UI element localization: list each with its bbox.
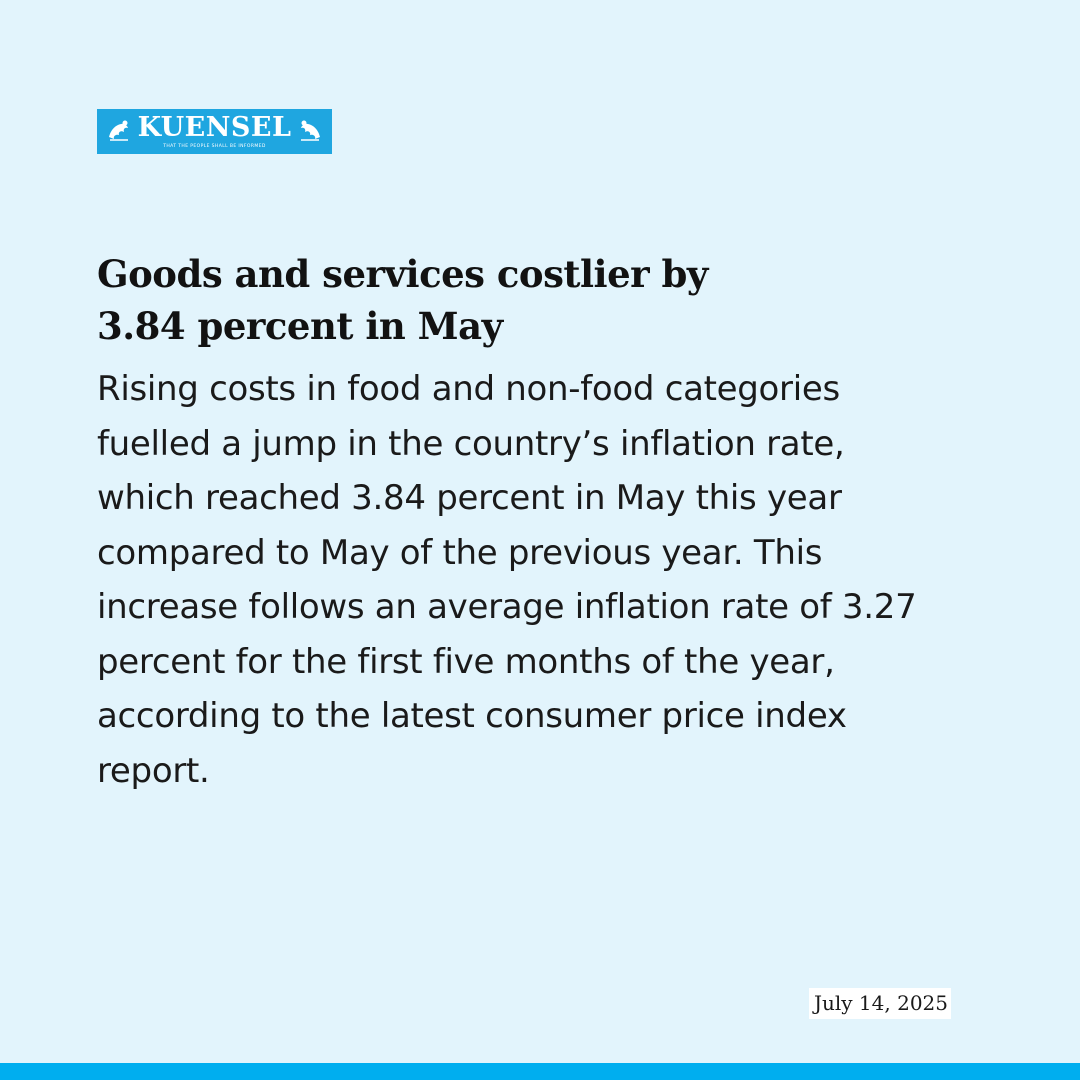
article-body: Rising costs in food and non-food catego… [97,369,917,791]
logo-tagline: THAT THE PEOPLE SHALL BE INFORMED [163,144,266,149]
logo-wordmark: KUENSEL [137,112,292,143]
headline-line-2: 3.84 percent in May [97,304,503,348]
bottom-accent-bar [0,1063,1080,1080]
kuensel-logo: KUENSEL THAT THE PEOPLE SHALL BE INFORME… [97,109,332,154]
headline-line-1: Goods and services costlier by [97,252,708,296]
publish-date: July 14, 2025 [808,988,951,1019]
snow-lion-ornament-icon [109,120,128,141]
article-headline: Goods and services costlier by 3.84 perc… [97,248,917,352]
snow-lion-ornament-icon [301,120,320,141]
